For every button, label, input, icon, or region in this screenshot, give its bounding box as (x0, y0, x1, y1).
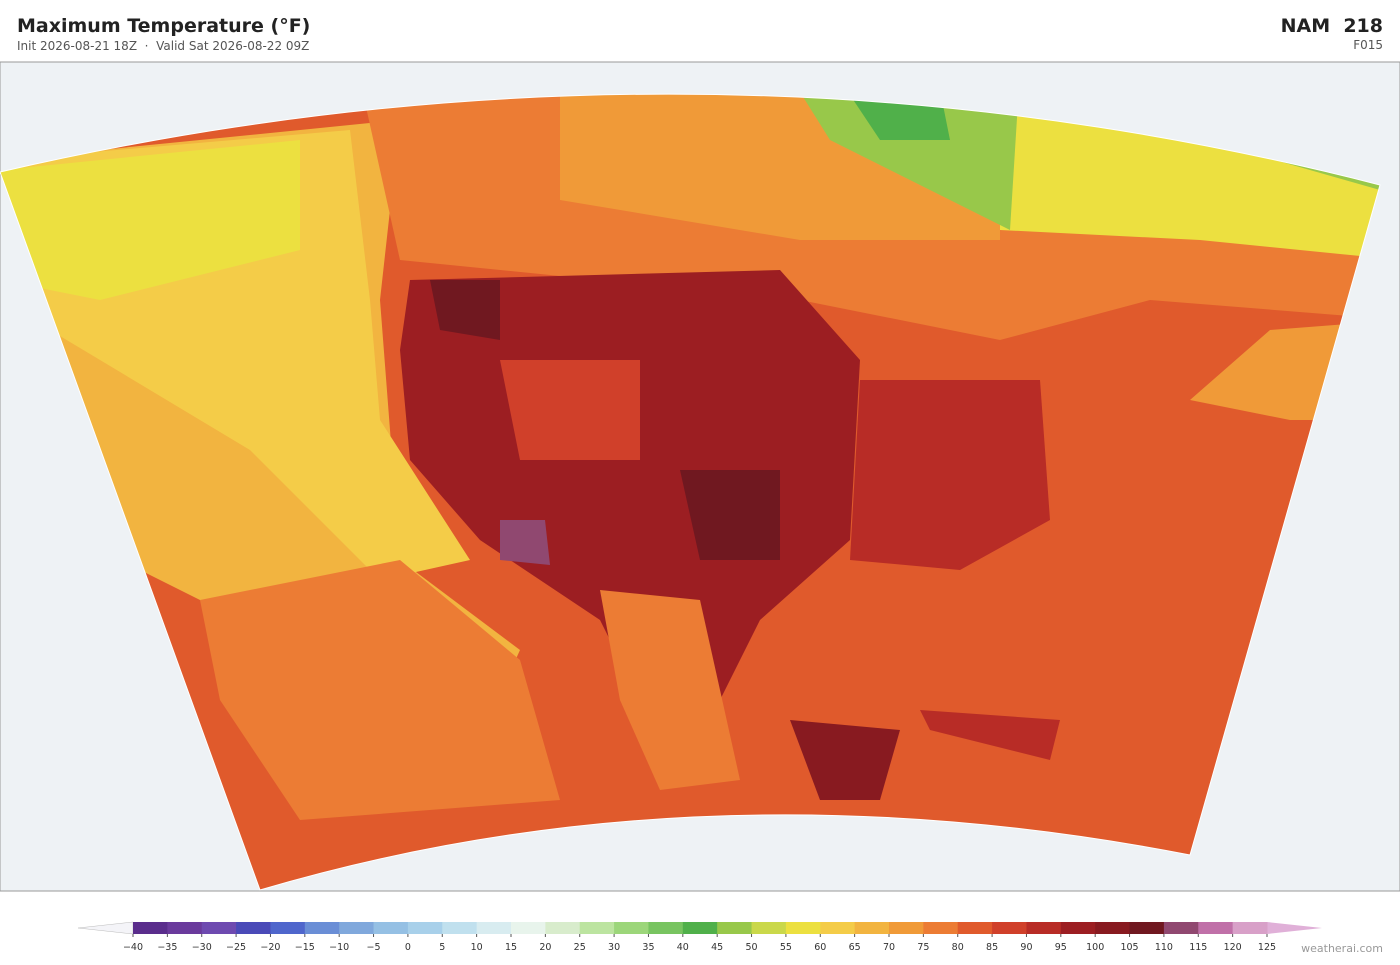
model-name: NAM 218 (1280, 15, 1383, 37)
colorbar-bin (1095, 922, 1131, 934)
colorbar-bin (717, 922, 753, 934)
colorbar-tick-label: 40 (677, 942, 689, 953)
colorbar-tick-label: 105 (1120, 942, 1138, 953)
colorbar-over (1267, 922, 1322, 934)
colorbar-tick-label: −5 (367, 942, 381, 953)
colorbar-bin (1026, 922, 1062, 934)
colorbar-tick-label: −15 (295, 942, 315, 953)
colorbar-bin (1232, 922, 1268, 934)
colorbar-bin (133, 922, 168, 934)
colorbar-tick-label: 0 (405, 942, 411, 953)
colorbar-tick-label: 90 (1020, 942, 1032, 953)
domain-outline (0, 93, 1381, 891)
colorbar-bin (476, 922, 512, 934)
colorbar-tick-label: 115 (1189, 942, 1207, 953)
colorbar-bin (579, 922, 615, 934)
colorbar-bin (339, 922, 375, 934)
colorbar-tick-label: 30 (608, 942, 620, 953)
colorbar-bin (236, 922, 271, 934)
colorbar-tick-label: 120 (1224, 942, 1242, 953)
colorbar-tick-label: 20 (539, 942, 551, 953)
colorbar-bin (1198, 922, 1234, 934)
colorbar-tick-label: 125 (1258, 942, 1276, 953)
colorbar-tick-label: −10 (329, 942, 349, 953)
colorbar-bin (511, 922, 546, 934)
colorbar-bin (682, 922, 718, 934)
colorbar-tick-label: 75 (917, 942, 929, 953)
colorbar-tick-label: 65 (849, 942, 861, 953)
colorbar-bin (1060, 922, 1096, 934)
colorbar-tick-label: −35 (157, 942, 177, 953)
colorbar-tick-label: 100 (1086, 942, 1104, 953)
colorbar-bin (201, 922, 237, 934)
colorbar-tick-label: −30 (192, 942, 212, 953)
forecast-hour: F015 (1353, 38, 1383, 52)
colorbar-tick-label: 80 (952, 942, 964, 953)
colorbar-tick-label: 95 (1055, 942, 1067, 953)
colorbar-bin (614, 922, 649, 934)
colorbar-tick-label: −25 (226, 942, 246, 953)
colorbar-bin (1129, 922, 1165, 934)
subtitle: Init 2026-08-21 18Z · Valid Sat 2026-08-… (17, 39, 310, 53)
colorbar-bin (442, 922, 478, 934)
colorbar: −40 −35 −30 −25 −20 −15 −10 −5 0 5 10 15 20 25 30 35 40 4… (77, 921, 1322, 953)
title: Maximum Temperature (°F) (17, 15, 311, 37)
colorbar-bin (545, 922, 581, 934)
colorbar-bin (648, 922, 684, 934)
colorbar-bin (167, 922, 203, 934)
colorbar-bin (1163, 922, 1199, 934)
colorbar-tick-label: 60 (814, 942, 826, 953)
colorbar-tick-label: 25 (574, 942, 586, 953)
colorbar-tick-label: 85 (986, 942, 998, 953)
colorbar-bin (407, 922, 443, 934)
colorbar-tick-label: 35 (642, 942, 654, 953)
colorbar-bin (854, 922, 890, 934)
colorbar-tick-label: 55 (780, 942, 792, 953)
colorbar-bin (304, 922, 340, 934)
colorbar-tick-label: −40 (123, 942, 143, 953)
colorbar-tick-label: 45 (711, 942, 723, 953)
colorbar-tick-label: 5 (439, 942, 445, 953)
colorbar-bin (270, 922, 306, 934)
colorbar-bin (889, 922, 924, 934)
colorbar-bin (373, 922, 409, 934)
colorbar-tick-label: 110 (1155, 942, 1173, 953)
colorbar-bin (820, 922, 856, 934)
temperature-field (0, 94, 1380, 890)
colorbar-tick-label: 15 (505, 942, 517, 953)
colorbar-bin (957, 922, 993, 934)
colorbar-bin (992, 922, 1027, 934)
colorbar-under (77, 921, 134, 935)
credit: weatherai.com (1301, 942, 1383, 955)
colorbar-bin (751, 922, 787, 934)
colorbar-tick-label: 50 (745, 942, 757, 953)
colorbar-tick-label: 70 (883, 942, 895, 953)
colorbar-tick-label: −20 (260, 942, 280, 953)
colorbar-tick-label: 10 (471, 942, 483, 953)
colorbar-bin (923, 922, 959, 934)
colorbar-bin (785, 922, 821, 934)
